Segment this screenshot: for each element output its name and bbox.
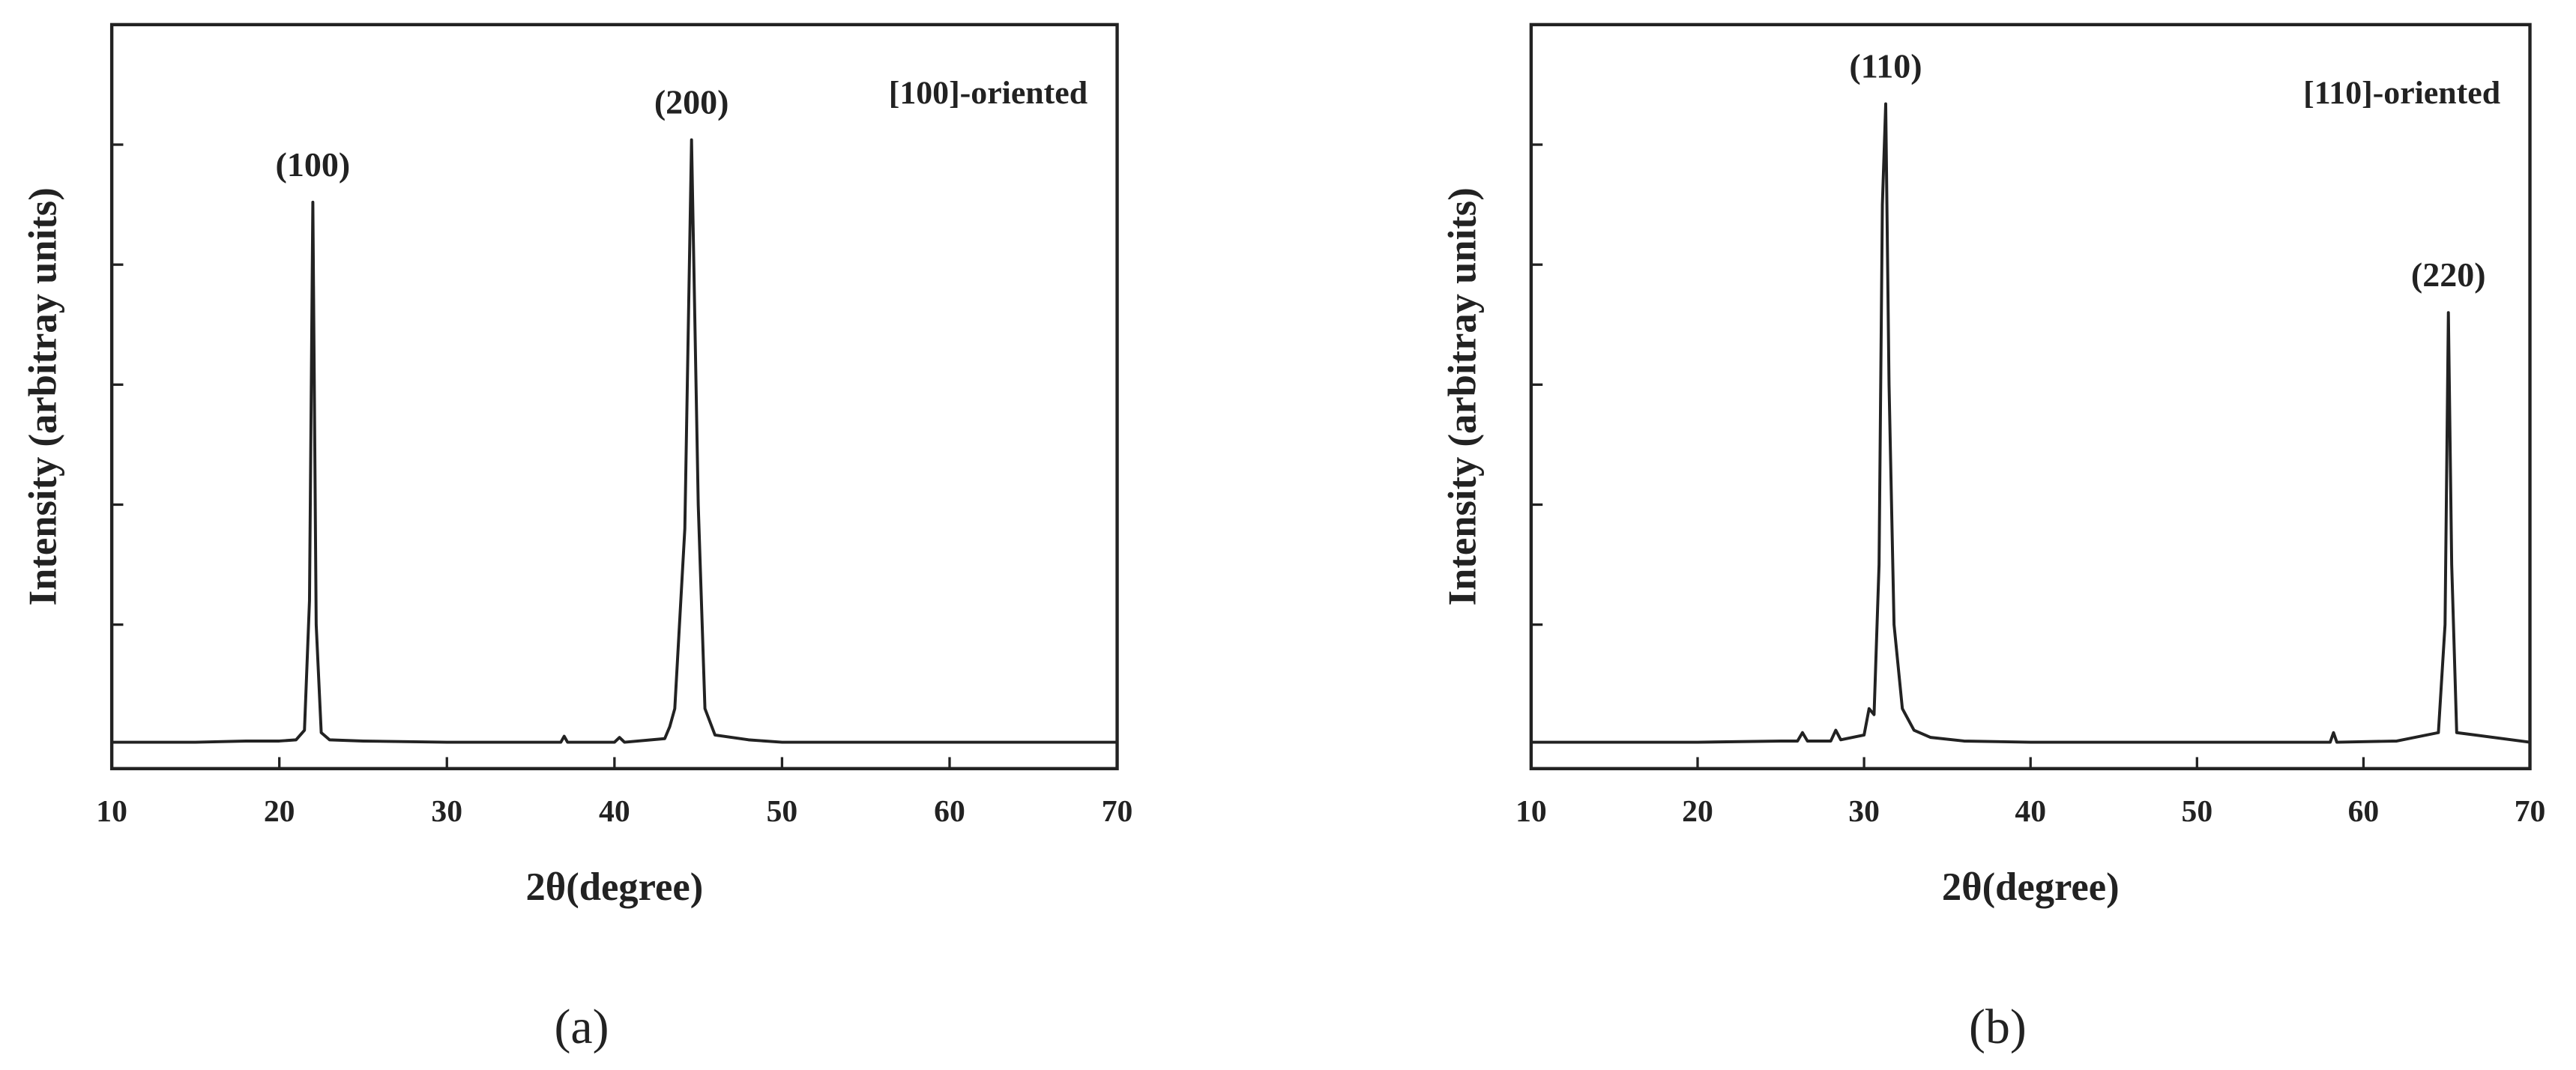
x-axis-label: 2θ(degree) xyxy=(525,865,703,909)
peak-label: (200) xyxy=(654,83,729,121)
chart-panel: 10 20 30 40 50 60 70 (110) (220) [110]-oriented 2θ… xyxy=(1441,22,2546,1054)
panel-label: (b) xyxy=(1969,1000,2027,1054)
panel-label: (a) xyxy=(555,1000,609,1054)
x-tick-label: 70 xyxy=(2515,794,2546,829)
chart-panel: 10 20 30 40 50 60 70 (100) (200) [100]-oriented 2θ… xyxy=(22,22,1133,1054)
x-tick-label: 70 xyxy=(1102,794,1133,829)
peak-label: (220) xyxy=(2411,256,2486,294)
orientation-note: [100]-oriented xyxy=(889,75,1088,111)
x-tick-label: 50 xyxy=(2182,794,2213,829)
x-tick-label: 20 xyxy=(1682,794,1713,829)
plot-frame xyxy=(109,22,1119,770)
x-tick-label: 40 xyxy=(2015,794,2046,829)
orientation-note: [110]-oriented xyxy=(2303,75,2500,111)
y-axis-label: Intensity (arbitray units) xyxy=(22,187,65,605)
peak-label: (100) xyxy=(276,145,351,184)
x-tick-label: 30 xyxy=(431,794,462,829)
x-tick-label: 20 xyxy=(264,794,295,829)
peak-label: (110) xyxy=(1849,47,1922,85)
x-tick-label: 60 xyxy=(2348,794,2380,829)
y-axis-label: Intensity (arbitray units) xyxy=(1441,187,1484,605)
x-tick-label: 10 xyxy=(1515,794,1547,829)
x-tick-label: 10 xyxy=(96,794,127,829)
spectrum-line xyxy=(1530,102,2530,744)
plot-frame xyxy=(1529,22,2532,770)
spectrum-line xyxy=(112,138,1117,744)
x-tick-label: 60 xyxy=(934,794,965,829)
x-tick-label: 50 xyxy=(767,794,798,829)
x-tick-label: 40 xyxy=(599,794,630,829)
x-tick-label: 30 xyxy=(1848,794,1880,829)
x-axis-label: 2θ(degree) xyxy=(1942,865,2120,909)
